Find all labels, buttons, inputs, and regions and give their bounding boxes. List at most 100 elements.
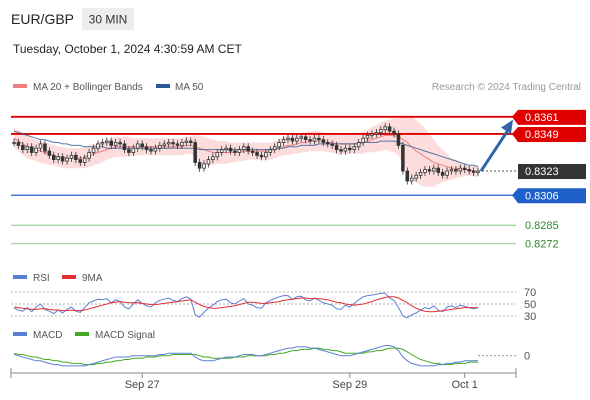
rsi-ma-line xyxy=(13,296,478,313)
candle-body xyxy=(449,169,454,172)
candle-body xyxy=(339,149,343,152)
forecast-arrow-head xyxy=(501,119,513,134)
legend-label-ma20: MA 20 + Bollinger Bands xyxy=(33,82,143,93)
legend-swatch-macd-signal xyxy=(75,332,89,336)
candle-body xyxy=(334,144,339,151)
candle-body xyxy=(272,146,277,151)
candle-body xyxy=(29,146,34,153)
legend-swatch-macd xyxy=(13,332,27,336)
candle-body xyxy=(56,156,60,161)
candle-body xyxy=(445,170,449,176)
time-tick-label-1: Sep 29 xyxy=(332,379,367,391)
candle-body xyxy=(140,143,144,148)
candle-body xyxy=(12,142,16,144)
candle-body xyxy=(352,146,357,151)
candle-body xyxy=(78,159,83,163)
candle-body xyxy=(321,139,326,143)
rsi-tick-30: 30 xyxy=(524,311,536,323)
legend-label-rsi: RSI xyxy=(33,273,50,284)
candle-body xyxy=(153,147,158,152)
candle-body xyxy=(396,133,401,146)
candle-body xyxy=(290,137,295,142)
candle-body xyxy=(356,142,361,148)
macd-line xyxy=(13,345,478,367)
candle-body xyxy=(374,132,379,135)
candle-body xyxy=(135,143,140,149)
price-level-labels: 0.8361 0.8349 0.8323 0.8306 0.8285 0.8272 xyxy=(512,109,586,251)
candle-body xyxy=(171,142,175,145)
candle-body xyxy=(109,140,113,146)
candle-body xyxy=(418,172,423,176)
candle-body xyxy=(409,177,414,182)
legend-swatch-ma20 xyxy=(13,84,27,88)
time-axis: Sep 27 Sep 29 Oct 1 xyxy=(10,368,517,391)
candle-body xyxy=(237,149,242,153)
candle-body xyxy=(197,162,202,169)
candle-body xyxy=(122,143,127,151)
timestamp: Tuesday, October 1, 2024 4:30:59 AM CET xyxy=(13,42,242,56)
level-label-bg-current xyxy=(518,164,586,180)
candle-body xyxy=(21,144,25,151)
attribution: Research © 2024 Trading Central xyxy=(432,82,581,93)
candle-body xyxy=(423,169,427,173)
candle-body xyxy=(308,139,312,142)
level-label-bg-1 xyxy=(512,126,586,142)
candle-body xyxy=(277,142,281,148)
candle-body xyxy=(471,170,476,173)
candle-body xyxy=(467,169,471,172)
candle-body xyxy=(246,146,250,152)
candle-body xyxy=(268,149,273,153)
candle-body xyxy=(299,136,304,139)
candle-body xyxy=(264,152,268,158)
candle-body xyxy=(158,144,162,149)
candle-body xyxy=(325,142,330,145)
macd-signal-line xyxy=(13,347,478,366)
candle-body xyxy=(87,152,91,159)
candle-body xyxy=(162,143,167,146)
candle-body xyxy=(96,143,100,149)
candle-body xyxy=(127,149,131,153)
candle-body xyxy=(242,146,246,151)
candle-body xyxy=(432,167,436,172)
candle-body xyxy=(25,146,30,151)
level-label-target-5: 0.8272 xyxy=(525,239,559,251)
timeframe-badge[interactable] xyxy=(82,8,134,30)
candle-body xyxy=(348,147,352,151)
rsi-tick-50: 50 xyxy=(524,299,536,311)
candle-body xyxy=(47,150,52,156)
macd-tick-0: 0 xyxy=(524,351,530,363)
candle-body xyxy=(166,142,171,145)
candle-body xyxy=(281,139,286,143)
legend-swatch-rsi xyxy=(13,275,27,279)
candle-body xyxy=(224,147,228,151)
candle-body xyxy=(74,154,78,161)
candle-body xyxy=(286,137,290,141)
legend-label-rsi-ma: 9MA xyxy=(82,273,103,284)
candle-body xyxy=(188,140,193,143)
level-label-resistance-0: 0.8361 xyxy=(525,112,559,124)
candle-body xyxy=(52,154,56,161)
candle-body xyxy=(401,144,405,172)
candle-body xyxy=(414,174,418,179)
candle-body xyxy=(343,147,348,152)
time-tick-label-2: Oct 1 xyxy=(452,379,478,391)
level-label-support-3: 0.8306 xyxy=(525,190,559,202)
candle-body xyxy=(149,149,153,152)
candle-body xyxy=(43,143,47,152)
candle-body xyxy=(38,143,43,149)
candle-body xyxy=(295,137,299,142)
legend-label-macd-signal: MACD Signal xyxy=(95,330,155,341)
candle-body xyxy=(440,172,445,176)
candle-body xyxy=(383,126,387,131)
candle-body xyxy=(215,152,220,158)
ma50-line xyxy=(13,130,479,168)
macd-panel: 0 xyxy=(13,345,530,367)
moving-averages xyxy=(13,130,479,172)
timeframe-label: 30 MIN xyxy=(89,13,128,27)
legend-swatch-ma50 xyxy=(156,84,170,88)
symbol-title: EUR/GBP xyxy=(11,11,74,27)
legend-label-ma50: MA 50 xyxy=(175,82,204,93)
candle-body xyxy=(330,143,334,146)
candle-body xyxy=(105,140,109,143)
candle-body xyxy=(462,167,467,170)
